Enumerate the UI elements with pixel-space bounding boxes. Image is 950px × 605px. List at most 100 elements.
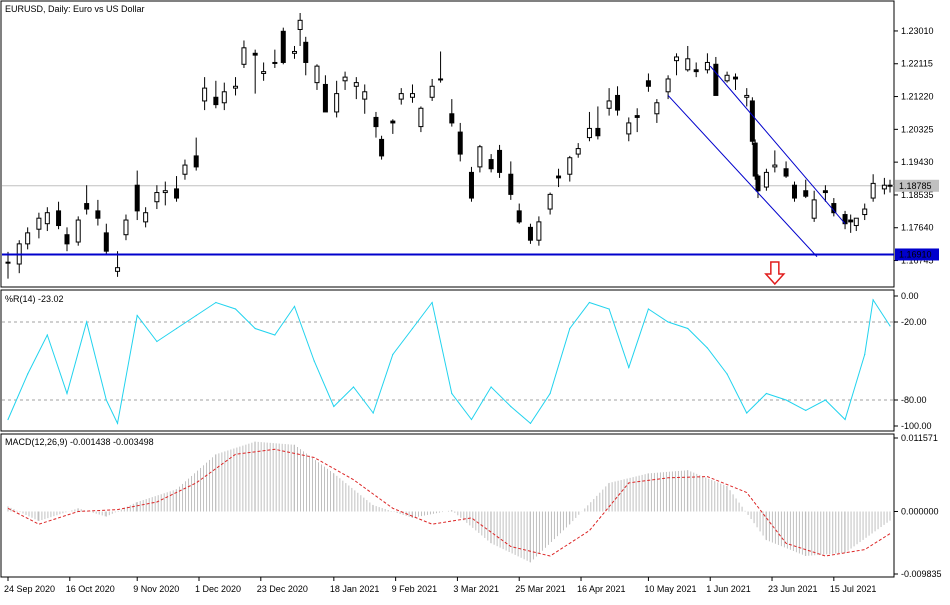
candle[interactable]	[44, 207, 50, 232]
candle[interactable]	[409, 84, 415, 103]
candle[interactable]	[842, 210, 848, 230]
candle[interactable]	[811, 190, 817, 222]
candle[interactable]	[752, 139, 758, 180]
candle[interactable]	[182, 159, 188, 180]
candle[interactable]	[870, 174, 876, 202]
candle[interactable]	[763, 168, 769, 191]
candle[interactable]	[25, 227, 31, 250]
candle[interactable]	[438, 51, 444, 83]
candle[interactable]	[5, 251, 11, 279]
candle[interactable]	[595, 106, 601, 140]
candle[interactable]	[803, 179, 809, 199]
candle[interactable]	[390, 119, 396, 134]
candle[interactable]	[84, 185, 90, 215]
macd-panel[interactable]: 0.011571 0.000000 -0.009835	[7, 433, 942, 579]
channel-upper-line[interactable]	[709, 65, 846, 225]
candle[interactable]	[233, 77, 239, 96]
candle[interactable]	[704, 53, 710, 74]
candle[interactable]	[429, 78, 435, 101]
candle[interactable]	[202, 77, 208, 111]
candle[interactable]	[556, 168, 562, 188]
candle[interactable]	[123, 214, 129, 241]
candle[interactable]	[449, 99, 455, 127]
candle[interactable]	[881, 177, 887, 195]
candle[interactable]	[280, 27, 286, 65]
candle[interactable]	[645, 73, 651, 92]
candle[interactable]	[213, 80, 219, 109]
candle[interactable]	[272, 49, 278, 68]
candle[interactable]	[575, 143, 581, 158]
candle[interactable]	[887, 179, 893, 193]
candle[interactable]	[744, 88, 750, 107]
candle[interactable]	[134, 170, 140, 221]
candle[interactable]	[634, 108, 640, 133]
candle[interactable]	[314, 64, 320, 90]
candle[interactable]	[221, 82, 227, 111]
candle[interactable]	[772, 150, 778, 173]
candle[interactable]	[654, 99, 660, 123]
candle[interactable]	[75, 216, 81, 246]
candle[interactable]	[334, 80, 340, 118]
candle[interactable]	[468, 166, 474, 202]
candle[interactable]	[322, 75, 328, 113]
candle[interactable]	[693, 62, 699, 78]
candle[interactable]	[154, 185, 160, 210]
candle[interactable]	[665, 75, 671, 100]
candle[interactable]	[848, 214, 854, 233]
candle[interactable]	[174, 176, 180, 202]
price-panel[interactable]: 1.23010 1.22115 1.21220 1.20325 1.19430 1.185…	[2, 12, 939, 286]
candle[interactable]	[241, 40, 247, 68]
candle[interactable]	[292, 45, 298, 59]
candle[interactable]	[724, 71, 730, 83]
candle[interactable]	[508, 161, 514, 200]
candle[interactable]	[586, 111, 592, 142]
candle[interactable]	[418, 106, 424, 133]
wpr-line[interactable]	[7, 298, 891, 426]
candle[interactable]	[674, 53, 680, 76]
candle[interactable]	[297, 12, 303, 46]
candle[interactable]	[862, 203, 868, 221]
candle[interactable]	[162, 181, 168, 206]
candle[interactable]	[353, 77, 359, 100]
candle[interactable]	[516, 203, 522, 224]
candle[interactable]	[497, 144, 503, 178]
candle[interactable]	[733, 73, 739, 90]
candle[interactable]	[16, 240, 22, 274]
candle[interactable]	[713, 56, 719, 96]
candle[interactable]	[488, 154, 494, 173]
candle[interactable]	[457, 122, 463, 162]
candle[interactable]	[626, 117, 632, 142]
down-arrow-icon[interactable]	[764, 261, 786, 286]
candle[interactable]	[36, 212, 42, 239]
candle[interactable]	[143, 207, 149, 228]
candle[interactable]	[398, 88, 404, 105]
candle[interactable]	[56, 201, 62, 230]
candle[interactable]	[791, 181, 797, 202]
candle[interactable]	[853, 217, 859, 232]
candle[interactable]	[685, 45, 691, 72]
candle[interactable]	[822, 185, 828, 202]
candle[interactable]	[783, 161, 789, 178]
candle[interactable]	[95, 199, 101, 226]
candle[interactable]	[755, 174, 761, 199]
candle[interactable]	[749, 97, 755, 145]
candle[interactable]	[477, 144, 483, 173]
candle[interactable]	[64, 227, 70, 252]
candle[interactable]	[193, 137, 199, 171]
candle[interactable]	[362, 84, 368, 114]
candle[interactable]	[547, 192, 553, 215]
candle[interactable]	[373, 111, 379, 138]
candle[interactable]	[527, 223, 533, 244]
candle[interactable]	[103, 223, 109, 255]
candle[interactable]	[303, 36, 309, 76]
candle[interactable]	[567, 155, 573, 182]
candle[interactable]	[615, 86, 621, 116]
candle[interactable]	[252, 49, 258, 94]
candle[interactable]	[261, 62, 267, 81]
candle[interactable]	[379, 135, 385, 160]
candle[interactable]	[831, 198, 837, 217]
candle[interactable]	[606, 88, 612, 116]
wpr-panel[interactable]: 0.00 -20.00 -80.00 -100.00	[2, 291, 932, 431]
